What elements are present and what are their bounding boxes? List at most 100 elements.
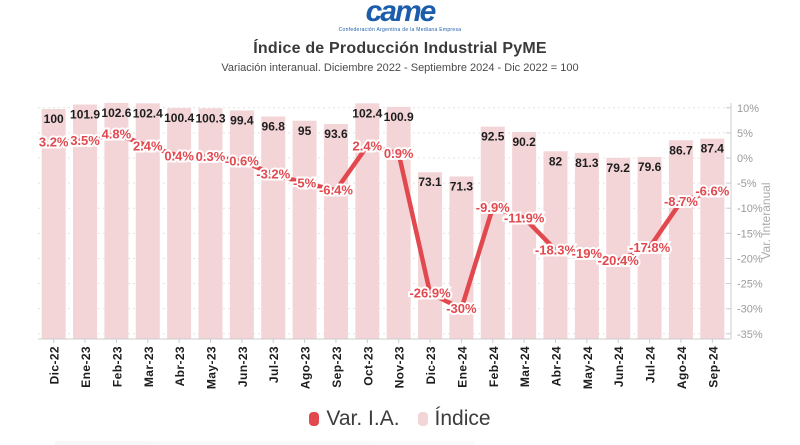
x-label-Nov-23: Nov-23 (393, 346, 407, 388)
pct-label: -0.6% (225, 154, 259, 169)
bar-May-24 (574, 152, 599, 339)
bar-value-label: 71.3 (450, 179, 474, 193)
y-tick-label: -5% (737, 178, 757, 190)
var-ia-line (51, 131, 715, 311)
y-tick-label: 10% (737, 103, 759, 115)
bar-value-label: 81.3 (575, 156, 599, 170)
chart-title: Índice de Producción Industrial PyME (253, 40, 547, 57)
chart-header: came Confederación Argentina de la Media… (0, 0, 800, 74)
indice-marker-icon (417, 412, 428, 426)
legend-label-indice: Índice (434, 407, 491, 430)
legend-item-indice[interactable]: Índice (417, 407, 491, 431)
legend-label-var-ia: Var. I.A. (326, 407, 400, 430)
x-label-Jun-23: Jun-23 (236, 346, 250, 387)
bar-value-label: 102.4 (133, 106, 163, 120)
bar-value-label: 100 (44, 112, 64, 126)
x-label-Ene-24: Ene-24 (455, 346, 469, 388)
bar-Oct-23 (355, 103, 380, 339)
x-label-Jun-24: Jun-24 (612, 346, 626, 387)
y-tick-label: -25% (737, 279, 763, 291)
chart-legend: Var. I.A. Índice (0, 403, 800, 435)
x-label-Feb-23: Feb-23 (110, 346, 124, 387)
x-label-Sep-24: Sep-24 (706, 346, 720, 388)
y-tick-label: -10% (737, 203, 763, 215)
bar-Ene-24 (449, 176, 474, 339)
bar-value-label: 79.2 (607, 161, 631, 175)
chart-subtitle: Variación interanual. Diciembre 2022 - S… (221, 62, 579, 74)
pct-label: 2.4% (133, 138, 163, 153)
pct-label: -17.8% (629, 240, 671, 255)
came-logo-text: came (365, 0, 437, 28)
pct-label: 4.8% (102, 126, 132, 141)
pct-label: 0.3% (196, 149, 226, 164)
bar-value-label: 73.1 (418, 175, 442, 189)
bar-Ago-24 (668, 140, 693, 339)
var-ia-marker-icon (309, 412, 320, 426)
bar-Nov-23 (386, 106, 411, 339)
x-label-May-23: May-23 (205, 346, 219, 389)
bar-value-label: 82 (549, 154, 563, 168)
x-label-Mar-24: Mar-24 (518, 346, 532, 387)
y-tick-label: -35% (737, 329, 763, 341)
pct-label: -9.9% (476, 200, 510, 215)
bar-value-label: 79.6 (638, 160, 662, 174)
y-tick-label: 5% (737, 128, 753, 140)
pct-label: 0.4% (164, 148, 194, 163)
x-label-Abr-23: Abr-23 (173, 346, 187, 386)
y-tick-label: 0% (737, 153, 753, 165)
x-label-Dic-23: Dic-23 (424, 346, 438, 384)
x-label-Feb-24: Feb-24 (487, 346, 501, 387)
bar-value-label: 92.5 (481, 130, 505, 144)
bar-value-label: 90.2 (512, 135, 536, 149)
bar-value-label: 102.4 (352, 106, 382, 120)
x-label-Ago-23: Ago-23 (299, 346, 313, 389)
y-axis-title: Var. Interanual (759, 182, 773, 259)
x-label-Jul-24: Jul-24 (644, 346, 658, 383)
bar-Sep-23 (323, 124, 348, 339)
bar-value-label: 96.8 (262, 120, 286, 134)
bar-Dic-22 (41, 109, 66, 339)
bar-value-label: 95 (298, 124, 312, 138)
bar-Mar-24 (512, 132, 537, 339)
bar-Ago-23 (292, 120, 317, 339)
came-logo: came Confederación Argentina de la Media… (0, 0, 800, 33)
bar-Sep-24 (700, 138, 725, 339)
pct-label: -6.6% (695, 184, 729, 199)
x-label-Dic-22: Dic-22 (48, 346, 62, 384)
pct-label: -5% (293, 176, 317, 191)
y-tick-label: -15% (737, 228, 763, 240)
bar-Abr-23 (167, 108, 192, 339)
bar-value-label: 100.9 (384, 110, 414, 124)
x-label-Mar-23: Mar-23 (142, 346, 156, 387)
bar-Ene-23 (73, 104, 98, 339)
x-label-Sep-23: Sep-23 (330, 346, 344, 388)
came-logo-tagline: Confederación Argentina de la Mediana Em… (338, 27, 462, 33)
pct-label: 3.2% (39, 134, 69, 149)
pct-label: -8.7% (664, 194, 698, 209)
bar-value-label: 100.4 (164, 111, 194, 125)
bar-value-label: 100.3 (195, 111, 225, 125)
bar-value-label: 101.9 (70, 108, 100, 122)
y-tick-label: -20% (737, 253, 763, 265)
bar-value-label: 99.4 (230, 113, 254, 127)
bar-Jun-23 (229, 110, 254, 339)
pct-label: 3.5% (70, 133, 100, 148)
x-label-May-24: May-24 (581, 346, 595, 389)
bar-May-23 (198, 108, 223, 339)
cutoff-footnote (55, 441, 475, 445)
pct-label: -30% (446, 301, 477, 316)
pct-label: -3.2% (256, 167, 290, 182)
legend-item-var-ia[interactable]: Var. I.A. (309, 407, 400, 431)
y-tick-label: -30% (737, 304, 763, 316)
pct-label: -20.4% (598, 253, 640, 268)
pct-label: -19% (572, 246, 603, 261)
x-label-Jul-23: Jul-23 (267, 346, 281, 383)
x-label-Abr-24: Abr-24 (550, 346, 564, 386)
pct-label: -11.9% (504, 210, 545, 225)
bar-value-label: 93.6 (324, 127, 348, 141)
pct-label: -18.3% (535, 242, 577, 257)
bar-Jul-23 (261, 116, 286, 340)
x-label-Ago-24: Ago-24 (675, 346, 689, 389)
